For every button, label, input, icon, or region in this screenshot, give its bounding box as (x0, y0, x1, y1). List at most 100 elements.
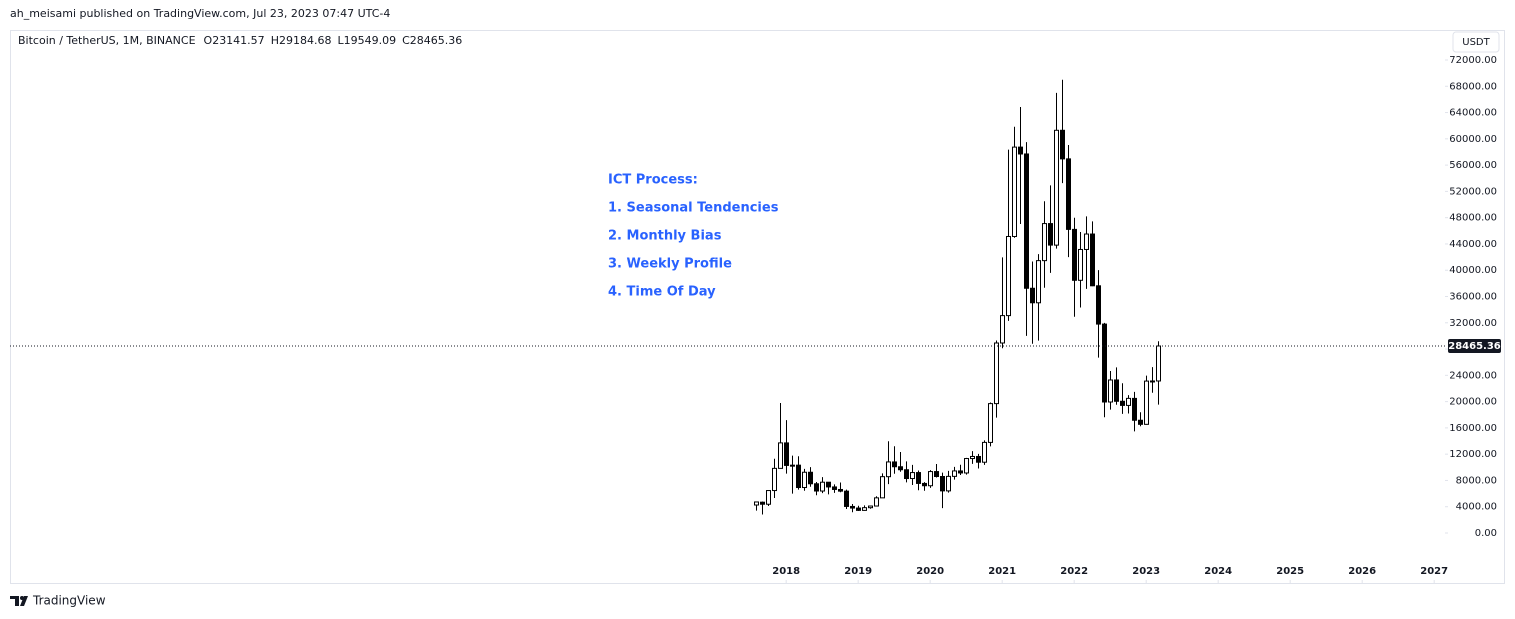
y-tick-label: 4000.00 (1456, 502, 1497, 513)
candle-body (772, 467, 777, 492)
candle-body (880, 476, 885, 499)
brand-name: TradingView (32, 594, 106, 608)
candle-body (1156, 345, 1161, 382)
y-tick-label: 16000.00 (1449, 423, 1497, 434)
candle-body (1138, 419, 1143, 425)
candle-body (982, 441, 987, 463)
candle-body (766, 490, 771, 505)
y-tick-label: 36000.00 (1449, 292, 1497, 303)
x-tick-label: 2020 (916, 566, 944, 577)
candle-body (1108, 379, 1113, 403)
y-tick-label: 8000.00 (1456, 475, 1497, 486)
candle-body (904, 469, 909, 480)
brand-logo (10, 596, 28, 606)
legend-item: H29184.68 (271, 34, 332, 47)
y-tick-label: 68000.00 (1449, 81, 1497, 92)
legend-item: Bitcoin / TetherUS, 1M, BINANCE (18, 34, 196, 47)
y-tick-label: 12000.00 (1449, 449, 1497, 460)
y-tick-label: 64000.00 (1449, 108, 1497, 119)
candle-body (1012, 146, 1017, 237)
candle-body (934, 471, 939, 478)
currency-label: USDT (1462, 37, 1490, 48)
candle-body (1090, 233, 1095, 287)
candle-body (826, 481, 831, 488)
annotation-line: ICT Process: (608, 173, 698, 188)
x-tick-label: 2022 (1060, 566, 1088, 577)
candle-body (850, 505, 855, 509)
y-tick-label: 0.00 (1475, 528, 1497, 539)
x-tick-label: 2026 (1348, 566, 1376, 577)
candle-body (922, 482, 927, 487)
candle-body (988, 403, 993, 443)
chart-frame (10, 30, 1505, 584)
annotation-line: 2. Monthly Bias (608, 229, 722, 244)
annotation-line: 3. Weekly Profile (608, 257, 732, 272)
candle-body (844, 490, 849, 507)
candle-body (868, 505, 873, 509)
x-tick-label: 2019 (844, 566, 872, 577)
candle-body (1084, 233, 1089, 250)
candle-body (1060, 129, 1065, 160)
byline: ah_meisami published on TradingView.com,… (10, 7, 390, 20)
candle-body (832, 486, 837, 490)
candle-body (886, 461, 891, 478)
candle-body (994, 342, 999, 405)
currency-button[interactable] (1452, 31, 1500, 53)
candle-body (1114, 379, 1119, 402)
candle-body (952, 470, 957, 477)
candle-body (1054, 129, 1059, 246)
x-tick-label: 2024 (1204, 566, 1232, 577)
candle-body (790, 464, 795, 467)
y-tick-label: 32000.00 (1449, 318, 1497, 329)
y-tick-label: 52000.00 (1449, 186, 1497, 197)
y-tick-label: 56000.00 (1449, 160, 1497, 171)
y-tick-label: 44000.00 (1449, 239, 1497, 250)
candle-body (898, 466, 903, 471)
y-tick-label: 40000.00 (1449, 265, 1497, 276)
x-tick-label: 2018 (772, 566, 800, 577)
y-tick-label: 60000.00 (1449, 134, 1497, 145)
x-tick-label: 2023 (1132, 566, 1160, 577)
candle-body (1048, 223, 1053, 246)
candle-body (1150, 380, 1155, 383)
candle-body (910, 472, 915, 480)
candles (754, 79, 1161, 515)
candle-body (1096, 285, 1101, 325)
x-tick-label: 2027 (1420, 566, 1448, 577)
candle-body (946, 475, 951, 492)
candle-body (1072, 228, 1077, 281)
candle-body (976, 455, 981, 463)
candle-body (892, 461, 897, 468)
candle-body (1018, 146, 1023, 155)
candle-body (1042, 223, 1047, 262)
candle-body (1024, 153, 1029, 289)
x-tick-label: 2025 (1276, 566, 1304, 577)
y-tick-label: 24000.00 (1449, 370, 1497, 381)
candle-body (1120, 400, 1125, 406)
last-price-box (1448, 338, 1501, 353)
candle-body (874, 497, 879, 507)
brand-logo-dot (20, 596, 24, 600)
last-price-label: 28465.36 (1448, 341, 1501, 352)
candle-body (808, 471, 813, 485)
candle-body (1126, 397, 1131, 406)
legend-item: O23141.57 (204, 34, 265, 47)
candle-body (1066, 158, 1071, 230)
candle-body (778, 442, 783, 469)
candle-body (784, 442, 789, 466)
y-tick-label: 20000.00 (1449, 397, 1497, 408)
annotation: ICT Process: 1. Seasonal Tendencies 2. M… (608, 173, 779, 300)
candle-body (754, 501, 759, 506)
candle-body (1000, 315, 1005, 344)
candle-body (1102, 323, 1107, 403)
candle-body (1030, 287, 1035, 304)
candle-body (814, 483, 819, 492)
x-tick-label: 2021 (988, 566, 1016, 577)
legend-item: C28465.36 (402, 34, 462, 47)
candle-body (1144, 380, 1149, 425)
candle-body (820, 481, 825, 492)
candle-body (964, 458, 969, 474)
candle-body (838, 488, 843, 492)
brand[interactable]: TradingView (10, 594, 106, 608)
